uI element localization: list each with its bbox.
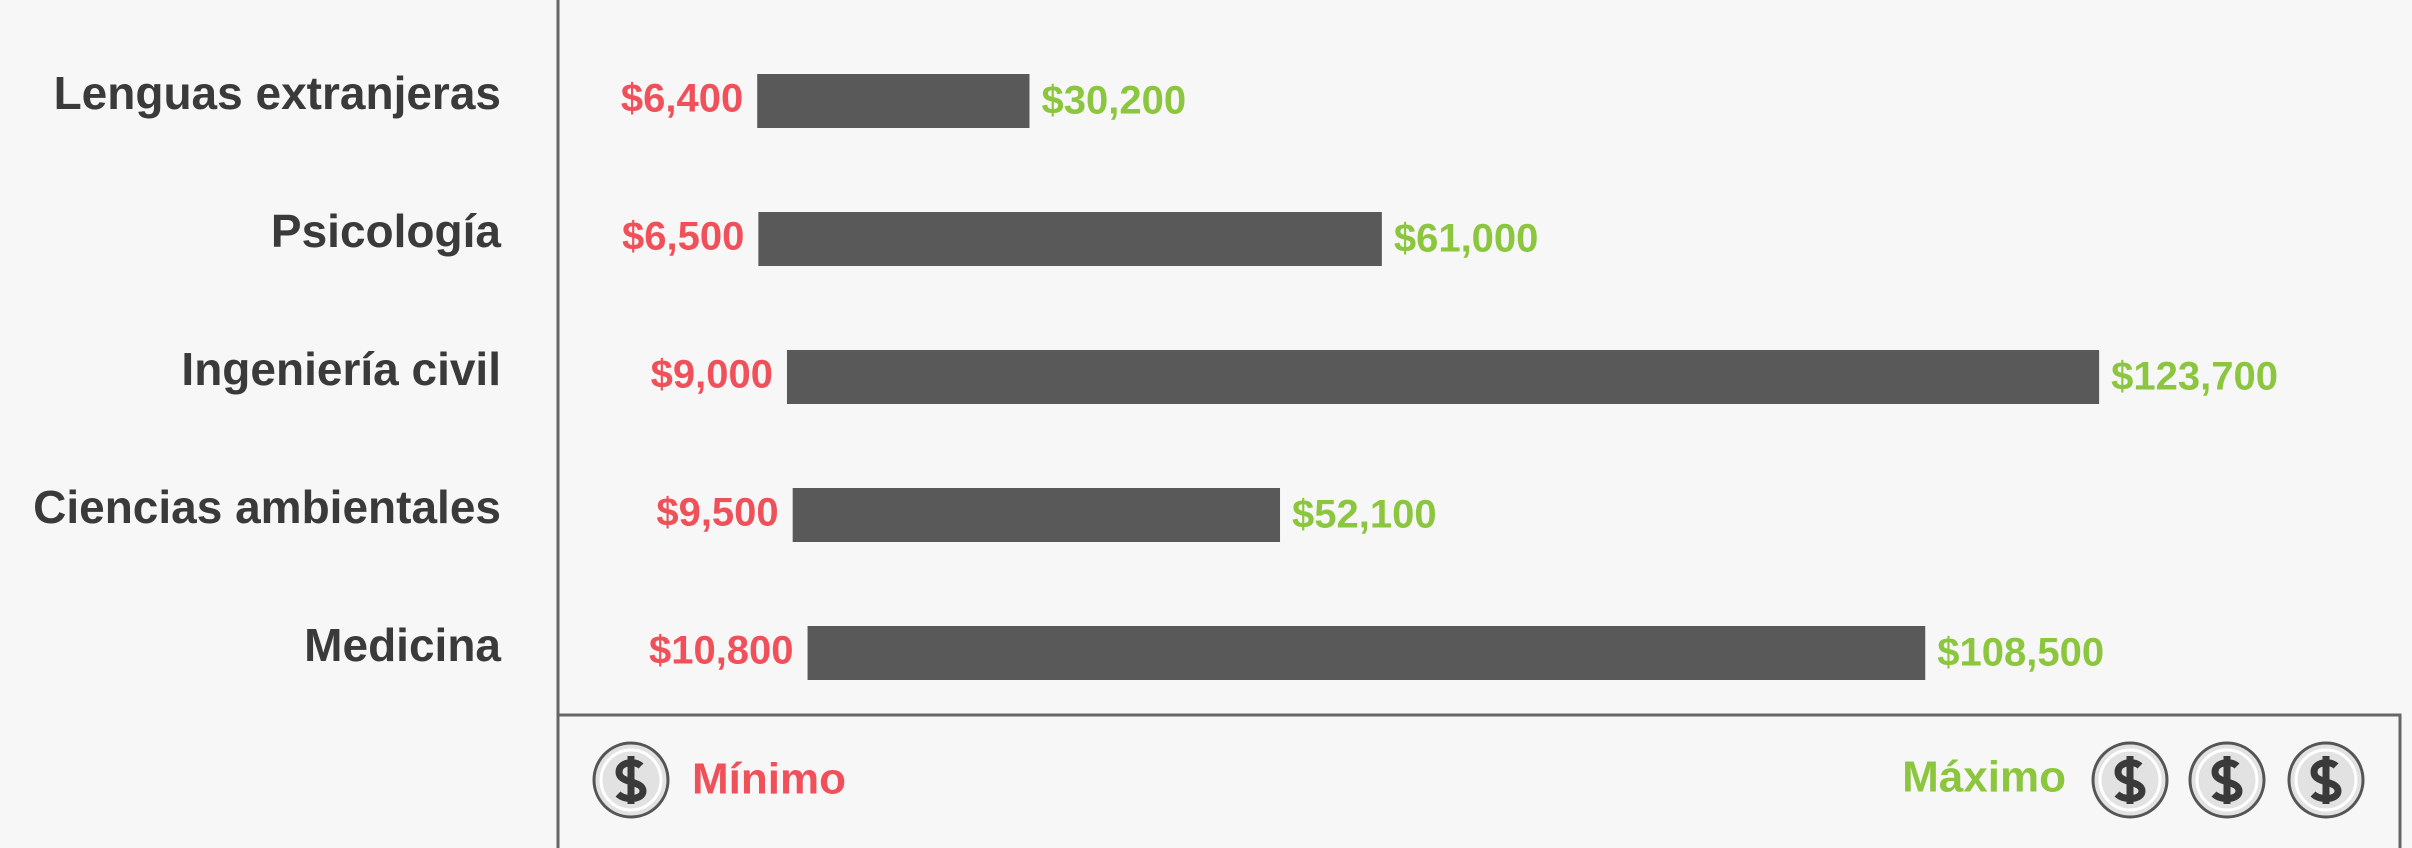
max-label: $108,500 xyxy=(1937,631,2104,675)
category-label: Psicología xyxy=(271,205,501,257)
category-label: Ingeniería civil xyxy=(181,343,501,395)
dollar-icons xyxy=(592,741,2365,819)
min-label: $6,500 xyxy=(622,215,744,259)
max-label: $123,700 xyxy=(2111,355,2278,399)
min-label: $6,400 xyxy=(621,77,743,121)
range-bar xyxy=(757,74,1030,128)
category-label: Lenguas extranjeras xyxy=(54,67,501,119)
category-label: Ciencias ambientales xyxy=(33,481,501,533)
category-label: Medicina xyxy=(304,619,501,671)
min-label: $9,500 xyxy=(656,491,778,535)
legend-box xyxy=(556,713,2402,848)
min-label: $10,800 xyxy=(649,629,794,673)
min-label: $9,000 xyxy=(651,353,773,397)
range-bar xyxy=(807,626,1926,680)
legend-label: Mínimo xyxy=(692,755,846,804)
legend-label: Máximo xyxy=(1902,753,2066,802)
dollar-icon xyxy=(2287,741,2365,819)
range-bar xyxy=(792,488,1281,542)
dollar-icon xyxy=(2091,741,2169,819)
dollar-icon xyxy=(592,741,670,819)
range-bar xyxy=(786,350,2100,404)
range-bar xyxy=(758,212,1382,266)
max-label: $30,200 xyxy=(1041,79,1186,123)
dollar-icon xyxy=(2188,741,2266,819)
max-label: $52,100 xyxy=(1292,493,1437,537)
max-label: $61,000 xyxy=(1394,217,1539,261)
